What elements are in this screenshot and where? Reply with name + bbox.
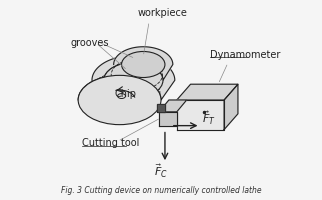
FancyBboxPatch shape — [62, 1, 260, 199]
Polygon shape — [177, 84, 238, 100]
Text: Chip: Chip — [115, 89, 137, 99]
Polygon shape — [224, 84, 238, 130]
Polygon shape — [159, 100, 187, 112]
Polygon shape — [104, 47, 173, 80]
Text: workpiece: workpiece — [137, 8, 187, 18]
Polygon shape — [177, 100, 224, 130]
Polygon shape — [157, 104, 165, 112]
Text: Cutting tool: Cutting tool — [82, 138, 139, 148]
Text: Dynamometer: Dynamometer — [210, 50, 281, 60]
Polygon shape — [78, 56, 175, 100]
Polygon shape — [159, 112, 177, 126]
Text: Fig. 3 Cutting device on numerically controlled lathe: Fig. 3 Cutting device on numerically con… — [61, 186, 261, 195]
Text: grooves: grooves — [70, 38, 109, 48]
Ellipse shape — [104, 63, 163, 98]
Text: $\vec{F}_T$: $\vec{F}_T$ — [203, 109, 216, 127]
Text: $\vec{F}_C$: $\vec{F}_C$ — [154, 162, 168, 180]
Ellipse shape — [78, 75, 161, 125]
Ellipse shape — [122, 51, 165, 78]
